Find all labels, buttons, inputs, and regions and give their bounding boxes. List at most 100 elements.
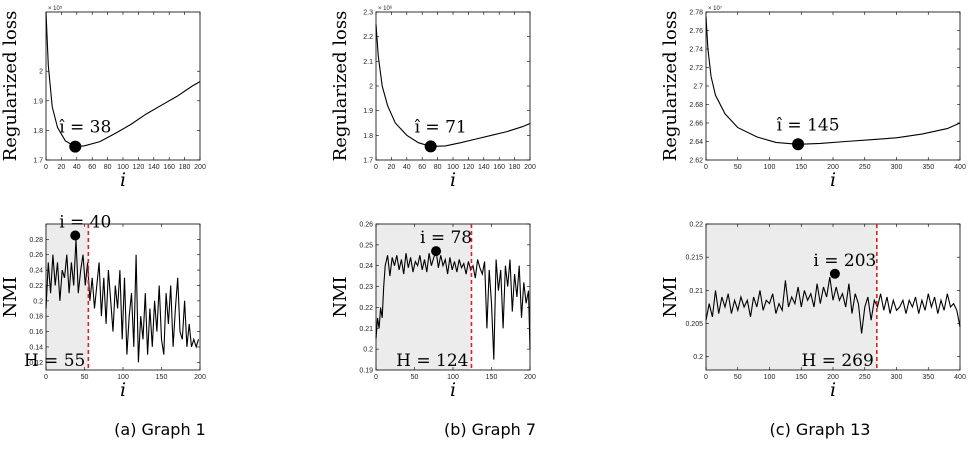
annotation-top-label: i = 40 (59, 213, 111, 233)
y-axis-label: Regularized loss (0, 11, 21, 162)
x-axis-label: i (830, 379, 836, 401)
y-tick-label: 1.7 (33, 158, 43, 165)
series-line (375, 250, 531, 360)
y-axis-label: NMI (0, 276, 21, 317)
x-tick-label: 100 (764, 374, 776, 381)
x-tick-label: 50 (734, 374, 742, 381)
series-line (705, 277, 961, 334)
shaded-region (46, 224, 89, 370)
x-tick-label: 200 (827, 374, 839, 381)
x-tick-label: 250 (859, 164, 871, 171)
chart-panel-bottom-1: 0 50 100 150 200 0.12 0.14 0.16 0.18 0.2 0.22 0.24 0… (0, 213, 206, 401)
x-tick-label: 300 (891, 164, 903, 171)
annotation-top-label: i = 78 (420, 228, 472, 248)
y-tick-label: 0.21 (359, 326, 373, 333)
y-tick-label: 1.9 (33, 98, 43, 105)
plot-frame (45, 11, 201, 161)
y-axis-label: NMI (660, 276, 681, 317)
y-tick-label: 2 (369, 84, 373, 91)
x-axis-label: i (120, 169, 126, 191)
y-tick-label: 0.2 (363, 347, 373, 354)
x-axis-label: i (830, 169, 836, 191)
y-tick-label: 0.25 (359, 242, 373, 249)
annotation-label: î = 38 (59, 118, 111, 138)
highlight-marker (69, 140, 82, 153)
y-axis-label: Regularized loss (330, 11, 351, 162)
y-tick-label: 0.22 (29, 283, 43, 290)
y-tick-label: 0.2 (693, 354, 703, 361)
x-tick-label: 150 (795, 374, 807, 381)
y-tick-label: 0.14 (29, 344, 43, 351)
x-tick-label: 100 (117, 164, 129, 171)
y-tick-label: 0.12 (29, 360, 43, 367)
chart-panel-bottom-2: 0 50 100 150 200 0.19 0.2 0.21 0.22 0.23 0.24 0.25 0… (330, 222, 536, 402)
y-tick-label: 0.22 (689, 222, 703, 229)
caption-graph-7: (b) Graph 7 (443, 420, 537, 439)
y-axis-label: NMI (330, 276, 351, 317)
x-tick-label: 160 (493, 164, 505, 171)
x-tick-label: 50 (411, 374, 419, 381)
series-line (45, 239, 200, 363)
plot-frame (705, 11, 961, 161)
y-tick-label: 1.8 (363, 133, 373, 140)
highlight-marker (431, 246, 442, 257)
y-tick-label: 0.21 (689, 288, 703, 295)
highlight-marker (70, 230, 81, 241)
series-line (45, 11, 201, 148)
y-axis-exponent: × 10⁵ (48, 5, 63, 12)
x-tick-label: 400 (954, 164, 966, 171)
y-tick-label: 0.205 (685, 321, 703, 328)
x-tick-label: 0 (374, 374, 378, 381)
annotation-bottom-label: H = 269 (801, 351, 873, 371)
y-tick-label: 2.68 (689, 102, 703, 109)
annotation-top-label: i = 203 (813, 251, 876, 271)
x-axis-label: i (450, 169, 456, 191)
y-tick-label: 2.74 (689, 47, 703, 54)
x-tick-label: 350 (922, 164, 934, 171)
x-tick-label: 100 (447, 374, 459, 381)
x-tick-label: 200 (827, 164, 839, 171)
x-tick-label: 0 (44, 164, 48, 171)
x-tick-label: 0 (704, 164, 708, 171)
y-tick-label: 0.19 (359, 368, 373, 375)
y-tick-label: 2.76 (689, 28, 703, 35)
y-tick-label: 1.9 (363, 108, 373, 115)
y-tick-label: 2.62 (689, 158, 703, 165)
x-tick-label: 100 (764, 164, 776, 171)
x-tick-label: 150 (156, 374, 168, 381)
y-tick-label: 0.24 (359, 263, 373, 270)
x-tick-label: 140 (148, 164, 160, 171)
chart-panel-top-1: 0 20 40 60 80 100 120 140 160 180 200 1.7 1.8 1.9 2 × 1… (0, 5, 206, 191)
x-tick-label: 80 (434, 164, 442, 171)
y-tick-label: 2.64 (689, 139, 703, 146)
y-tick-label: 1.7 (363, 158, 373, 165)
y-tick-label: 1.8 (33, 128, 43, 135)
y-tick-label: 0.26 (29, 252, 43, 259)
y-tick-label: 0.215 (685, 255, 703, 262)
y-tick-label: 2.66 (689, 121, 703, 128)
y-tick-label: 2.72 (689, 65, 703, 72)
x-tick-label: 20 (58, 164, 66, 171)
x-tick-label: 100 (447, 164, 459, 171)
y-tick-label: 0.22 (359, 305, 373, 312)
chart-panel-bottom-3: 0 50 100 150 200 250 300 350 400 0.2 0.205 0.21 0.21… (660, 222, 966, 402)
caption-graph-13: (c) Graph 13 (769, 420, 871, 439)
y-axis-label: Regularized loss (660, 11, 681, 162)
chart-panel-top-2: 0 20 40 60 80 100 120 140 160 180 200 1.7 1.8 1.9 2 2.1… (330, 5, 536, 191)
x-tick-label: 0 (44, 374, 48, 381)
x-tick-label: 60 (418, 164, 426, 171)
annotation-label: î = 145 (777, 115, 840, 135)
y-tick-label: 2.2 (363, 34, 373, 41)
y-tick-label: 0.2 (33, 298, 43, 305)
x-tick-label: 40 (403, 164, 411, 171)
x-tick-label: 150 (486, 374, 498, 381)
y-tick-label: 0.23 (359, 284, 373, 291)
annotation-label: î = 71 (415, 117, 467, 137)
highlight-marker (424, 140, 437, 153)
x-tick-label: 300 (891, 374, 903, 381)
plot-frame (375, 11, 531, 161)
x-tick-label: 0 (374, 164, 378, 171)
y-tick-label: 0.18 (29, 314, 43, 321)
highlight-marker (792, 138, 805, 151)
